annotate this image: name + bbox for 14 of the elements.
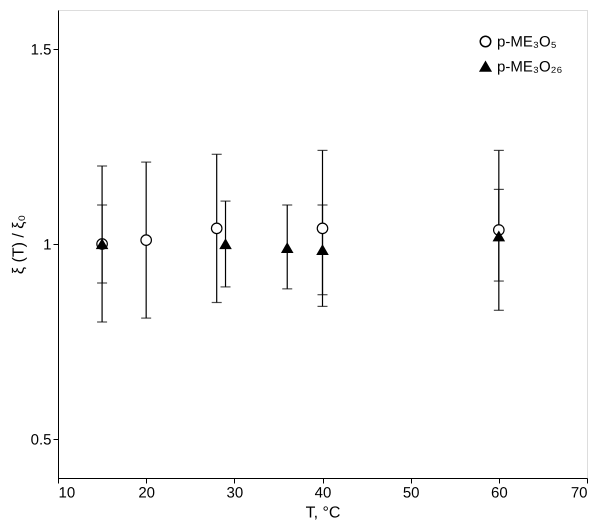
x-tick-label: 70: [570, 484, 588, 502]
y-axis-title: ξ (T) / ξ₀: [10, 214, 28, 274]
x-tick-label: 60: [490, 484, 508, 502]
y-tick-label: 0.5: [30, 432, 52, 448]
x-axis-title: T, °C: [306, 504, 340, 522]
x-tick-label: 50: [402, 484, 420, 502]
x-tick-label: 30: [226, 484, 244, 502]
x-tick-label: 40: [314, 484, 332, 502]
legend-label: p-ME₃O₂₆: [497, 58, 562, 76]
legend-label: p-ME₃O₅: [497, 34, 557, 50]
x-tick-label: 20: [138, 484, 156, 502]
y-tick-label: 1: [43, 236, 52, 254]
y-tick-label: 1.5: [30, 42, 52, 58]
x-tick-label: 10: [58, 484, 76, 502]
